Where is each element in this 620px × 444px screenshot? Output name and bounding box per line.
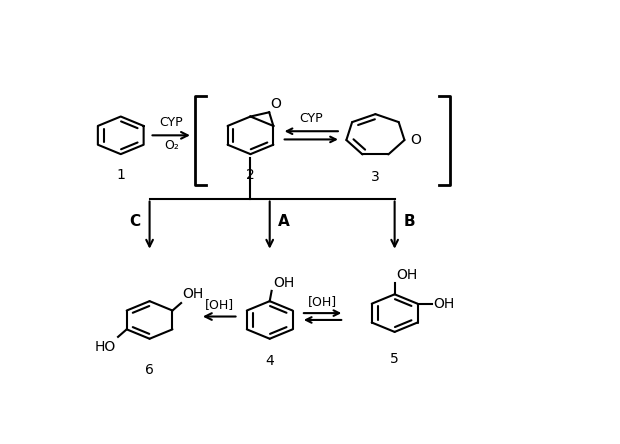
Text: O₂: O₂ — [164, 139, 179, 152]
Text: O: O — [410, 133, 421, 147]
Text: 2: 2 — [246, 168, 255, 182]
Text: OH: OH — [433, 297, 454, 311]
Text: 3: 3 — [371, 170, 380, 184]
Text: HO: HO — [95, 340, 116, 353]
Text: 5: 5 — [390, 353, 399, 366]
Text: O: O — [271, 96, 281, 111]
Text: CYP: CYP — [159, 116, 183, 129]
Text: 1: 1 — [117, 168, 125, 182]
Text: OH: OH — [273, 276, 294, 290]
Text: CYP: CYP — [299, 112, 323, 125]
Text: OH: OH — [396, 268, 417, 282]
Text: C: C — [129, 214, 140, 229]
Text: B: B — [403, 214, 415, 229]
Text: 4: 4 — [265, 354, 274, 368]
Text: [OH]: [OH] — [308, 295, 337, 308]
Text: [OH]: [OH] — [205, 298, 234, 311]
Text: OH: OH — [182, 287, 203, 301]
Text: A: A — [278, 214, 290, 229]
Text: 6: 6 — [145, 363, 154, 377]
